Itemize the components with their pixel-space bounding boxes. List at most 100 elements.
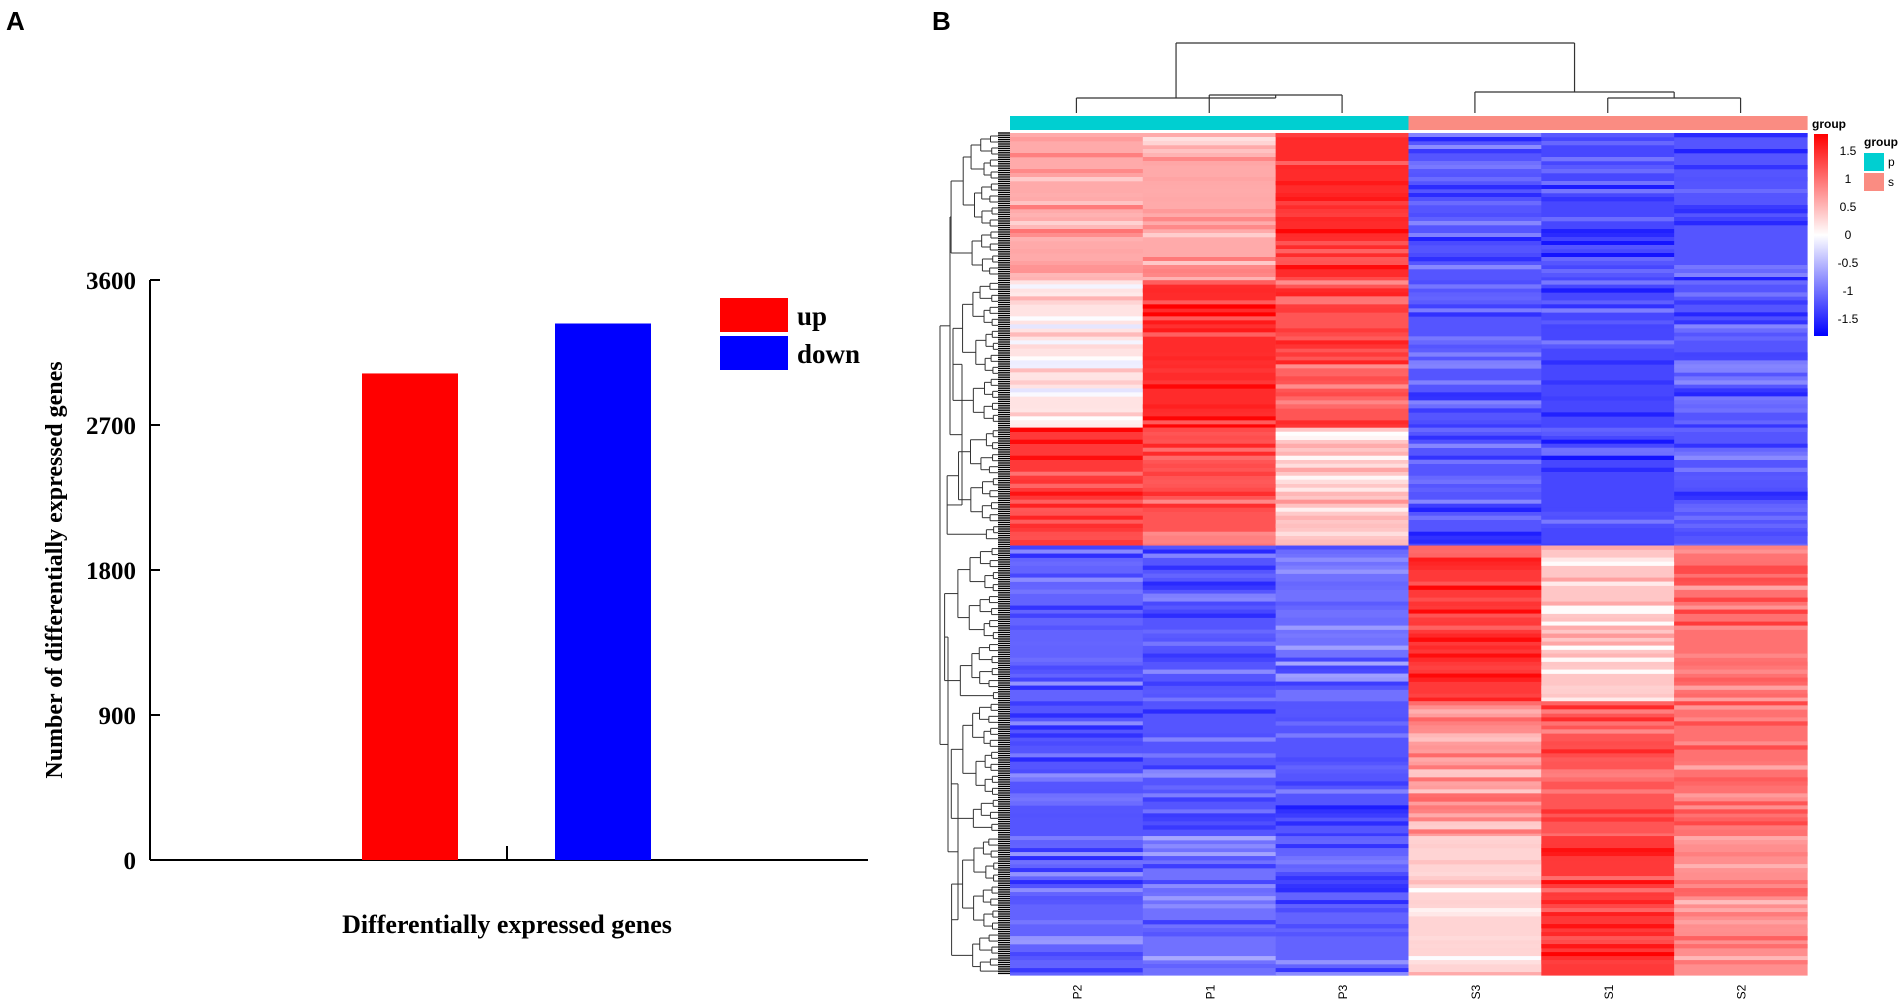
y-tick-label: 3600 bbox=[86, 268, 136, 295]
heatmap-row-stripe bbox=[1275, 545, 1410, 550]
heatmap-row-stripe bbox=[1408, 557, 1542, 562]
heatmap-row-stripe bbox=[1010, 479, 1144, 484]
heatmap-row-stripe bbox=[1010, 880, 1144, 885]
heatmap-row-stripe bbox=[1142, 181, 1277, 186]
heatmap-row-stripe bbox=[1541, 217, 1675, 222]
heatmap-row-stripe bbox=[1541, 852, 1675, 857]
heatmap-block-P1-cluster-4 bbox=[1142, 545, 1277, 702]
heatmap-row-stripe bbox=[1408, 535, 1542, 540]
heatmap-row-stripe bbox=[1541, 633, 1675, 638]
heatmap-row-stripe bbox=[1142, 320, 1277, 325]
heatmap-row-stripe bbox=[1674, 221, 1808, 226]
heatmap-row-stripe bbox=[1275, 669, 1410, 674]
heatmap-row-stripe bbox=[1408, 813, 1542, 818]
heatmap-row-stripe bbox=[1541, 669, 1675, 674]
legend-swatch-down bbox=[720, 336, 788, 370]
heatmap-row-stripe bbox=[1142, 451, 1277, 456]
heatmap-row-stripe bbox=[1674, 821, 1808, 826]
y-tick-label: 2700 bbox=[86, 413, 136, 440]
heatmap-row-stripe bbox=[1142, 597, 1277, 602]
heatmap-row-stripe bbox=[1408, 912, 1542, 917]
heatmap-row-stripe bbox=[1674, 717, 1808, 722]
heatmap-row-stripe bbox=[1541, 924, 1675, 929]
heatmap-row-stripe bbox=[1541, 380, 1675, 385]
heatmap-row-stripe bbox=[1408, 257, 1542, 262]
heatmap-row-stripe bbox=[1142, 932, 1277, 937]
heatmap-row-stripe bbox=[1674, 936, 1808, 941]
heatmap-row-stripe bbox=[1142, 669, 1277, 674]
heatmap-row-stripe bbox=[1674, 565, 1808, 570]
heatmap-row-stripe bbox=[1142, 312, 1277, 317]
heatmap-row-stripe bbox=[1275, 809, 1410, 814]
heatmap-row-stripe bbox=[1541, 515, 1675, 520]
heatmap-row-stripe bbox=[1674, 400, 1808, 405]
heatmap-row-stripe bbox=[1541, 960, 1675, 965]
heatmap-row-stripe bbox=[1142, 487, 1277, 492]
heatmap-row-stripe bbox=[1674, 205, 1808, 210]
heatmap-row-stripe bbox=[1541, 273, 1675, 278]
heatmap-row-stripe bbox=[1541, 904, 1675, 909]
heatmap-row-stripe bbox=[1674, 928, 1808, 933]
heatmap-row-stripe bbox=[1010, 773, 1144, 778]
heatmap-row-stripe bbox=[1010, 296, 1144, 301]
heatmap-row-stripe bbox=[1010, 884, 1144, 889]
heatmap-row-stripe bbox=[1010, 153, 1144, 158]
heatmap-row-stripe bbox=[1541, 944, 1675, 949]
heatmap-row-stripe bbox=[1541, 789, 1675, 794]
heatmap-row-stripe bbox=[1408, 241, 1542, 246]
heatmap-row-stripe bbox=[1541, 920, 1675, 925]
heatmap-row-stripe bbox=[1142, 964, 1277, 969]
heatmap-row-stripe bbox=[1408, 396, 1542, 401]
heatmap-row-stripe bbox=[1142, 149, 1277, 154]
heatmap-row-stripe bbox=[1674, 360, 1808, 365]
heatmap-row-stripe bbox=[1142, 141, 1277, 146]
heatmap-row-stripe bbox=[1541, 621, 1675, 626]
heatmap-row-stripe bbox=[1010, 475, 1144, 480]
heatmap-row-stripe bbox=[1010, 848, 1144, 853]
heatmap-row-stripe bbox=[1408, 705, 1542, 710]
heatmap-row-stripe bbox=[1010, 324, 1144, 329]
heatmap-row-stripe bbox=[1275, 344, 1410, 349]
heatmap-row-stripe bbox=[1275, 665, 1410, 670]
heatmap-row-stripe bbox=[1674, 880, 1808, 885]
heatmap-row-stripe bbox=[1010, 137, 1144, 142]
heatmap-row-stripe bbox=[1142, 928, 1277, 933]
heatmap-row-stripe bbox=[1674, 621, 1808, 626]
column-dendrogram bbox=[1075, 42, 1742, 113]
heatmap-row-stripe bbox=[1275, 463, 1410, 468]
heatmap-row-stripe bbox=[1142, 161, 1277, 166]
heatmap-row-stripe bbox=[1541, 431, 1675, 436]
heatmap-row-stripe bbox=[1408, 601, 1542, 606]
heatmap-row-stripe bbox=[1142, 649, 1277, 654]
heatmap-row-stripe bbox=[1674, 920, 1808, 925]
heatmap-row-stripe bbox=[1541, 523, 1675, 528]
heatmap-row-stripe bbox=[1541, 833, 1675, 837]
heatmap-row-stripe bbox=[1010, 960, 1144, 965]
heatmap-row-stripe bbox=[1142, 609, 1277, 614]
heatmap-row-stripe bbox=[1142, 864, 1277, 869]
heatmap-row-stripe bbox=[1142, 880, 1277, 885]
heatmap-row-stripe bbox=[1010, 956, 1144, 961]
heatmap-row-stripe bbox=[1541, 324, 1675, 329]
heatmap-row-stripe bbox=[1408, 545, 1542, 550]
heatmap-row-stripe bbox=[1142, 904, 1277, 909]
heatmap-row-stripe bbox=[1275, 633, 1410, 638]
heatmap-row-stripe bbox=[1541, 455, 1675, 460]
heatmap-row-stripe bbox=[1010, 503, 1144, 508]
heatmap-row-stripe bbox=[1010, 225, 1144, 230]
heatmap-row-stripe bbox=[1408, 765, 1542, 770]
bar-up bbox=[362, 373, 458, 860]
heatmap-row-stripe bbox=[1142, 277, 1277, 281]
heatmap-row-stripe bbox=[1142, 813, 1277, 818]
heatmap-row-stripe bbox=[1142, 836, 1277, 841]
heatmap-row-stripe bbox=[1275, 443, 1410, 448]
heatmap-row-stripe bbox=[1541, 844, 1675, 849]
heatmap-row-stripe bbox=[1142, 565, 1277, 570]
heatmap-row-stripe bbox=[1674, 424, 1808, 428]
heatmap-row-stripe bbox=[1142, 884, 1277, 889]
heatmap-row-stripe bbox=[1408, 300, 1542, 305]
heatmap-row-stripe bbox=[1275, 769, 1410, 774]
heatmap-row-stripe bbox=[1674, 531, 1808, 536]
heatmap-row-stripe bbox=[1275, 880, 1410, 885]
heatmap-row-stripe bbox=[1142, 217, 1277, 222]
